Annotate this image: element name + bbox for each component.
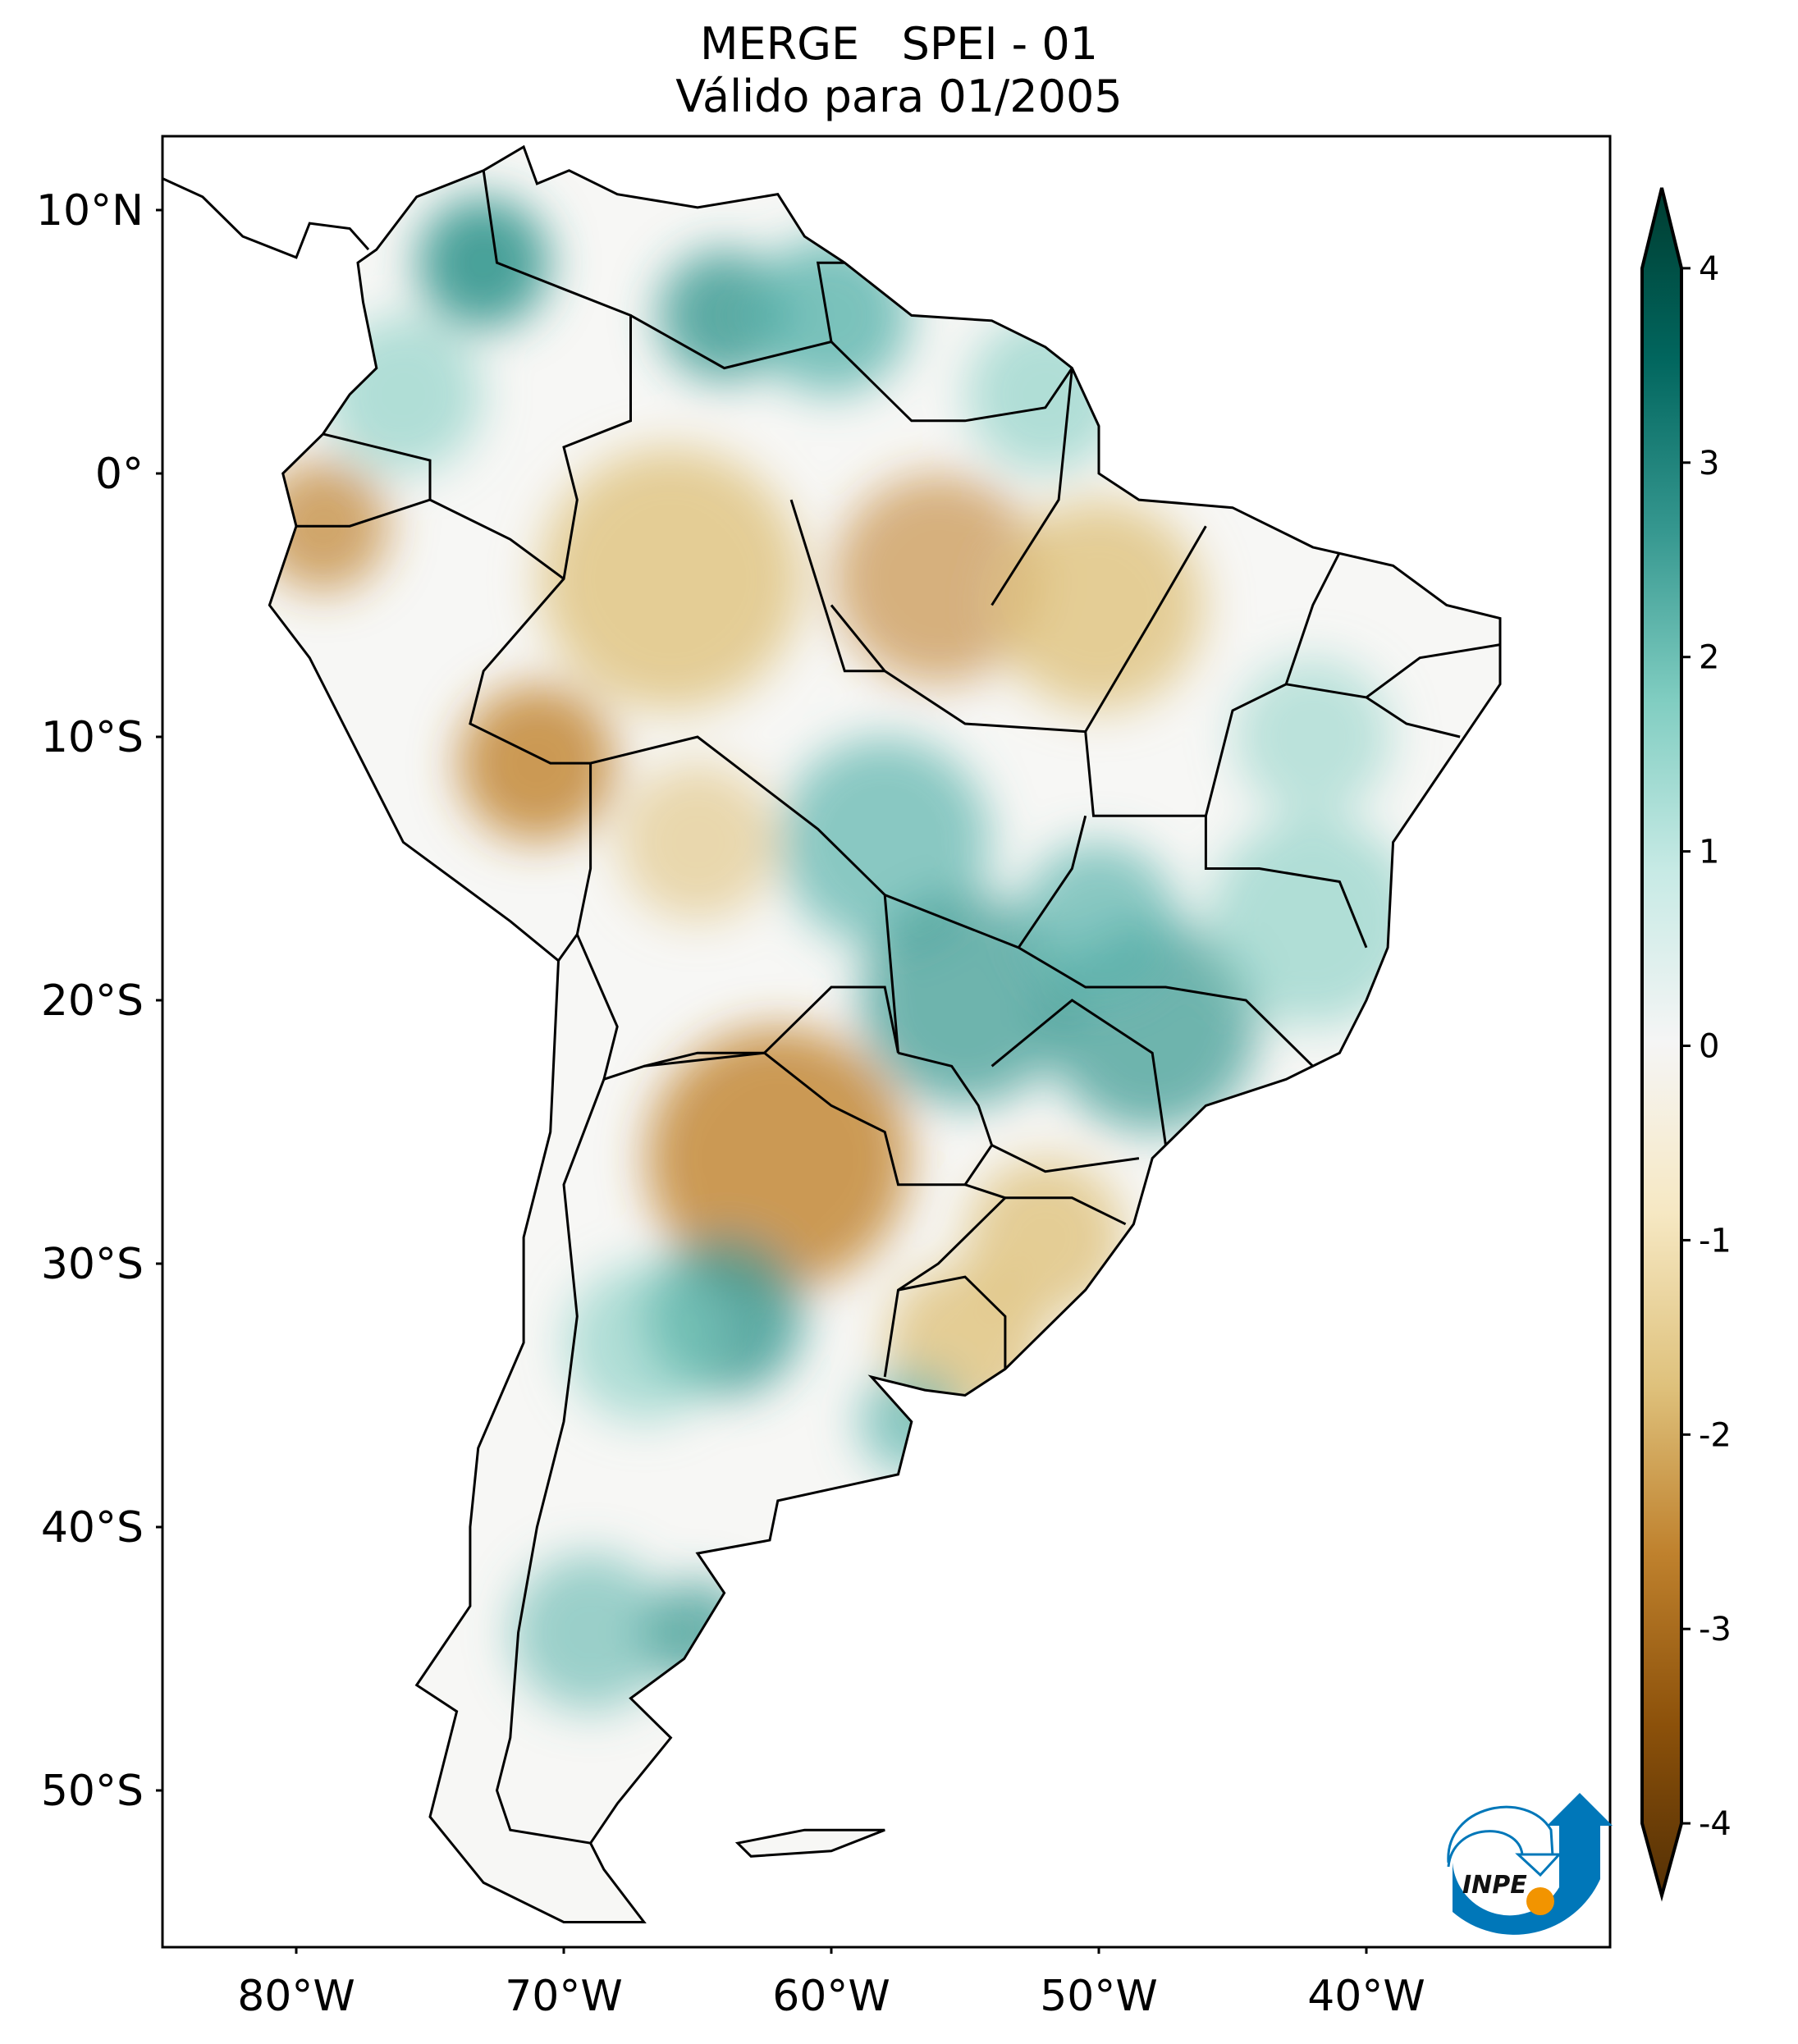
lat-tick-label: 20°S [41,976,144,1026]
border-line [495,1078,606,1845]
border-line [469,170,899,1054]
lon-tick-label: 70°W [505,1972,623,2021]
border-line [643,1051,765,1068]
lon-tick-label: 40°W [1307,1972,1425,2021]
colorbar-tick-label: 3 [1699,445,1719,482]
colorbar-bar [1640,187,1683,1902]
border-line [883,1183,1008,1378]
border-line [991,368,1073,606]
spei-anomaly-blob [780,737,991,948]
spei-anomaly-blob [833,473,1044,684]
lon-tick-label: 80°W [237,1972,355,2021]
logo-arrow [1453,1793,1613,1935]
border-line [830,525,1207,734]
coastline [268,144,1502,1923]
border-line [162,177,370,259]
spei-anomaly-blob [645,1580,750,1685]
spei-anomaly-blob [1207,816,1418,1027]
lat-tick-label: 10°N [36,186,144,235]
border-line [1366,643,1501,699]
lon-tick-label: 50°W [1040,1972,1158,2021]
border-line [1004,1196,1127,1226]
border-line [557,763,592,962]
lat-tick-label: 40°S [41,1503,144,1552]
axis-ticks: 10°N 0° 10°S 20°S 30°S 40°S 50°S 80°W 70°W 60°W 50… [36,186,1425,2021]
lat-tick-label: 0° [95,450,144,499]
spei-anomaly-blob [511,1553,670,1712]
spei-anomaly-blob [324,315,483,473]
border-line [296,432,432,528]
spei-anomaly-blob [994,500,1204,711]
spei-anomaly-blob [1233,658,1392,816]
border-line [991,1144,1140,1173]
colorbar-tick-label: 0 [1699,1028,1719,1066]
colorbar-tick-label: 1 [1699,834,1719,871]
colorbar-tick-label: -2 [1699,1416,1732,1454]
spei-anomaly-blob [565,1264,723,1422]
colorbar-tick-label: -3 [1699,1611,1732,1648]
title-line-1: MERGE SPEI - 01 [699,18,1099,70]
border-line [429,498,565,580]
colorbar-tick-label: -4 [1699,1805,1732,1843]
border-line [830,341,1073,423]
title-line-2: Válido para 01/2005 [675,71,1123,122]
inpe-logo: INPE [1447,1793,1613,1935]
map-title: MERGE SPEI - 01 Válido para 01/2005 [0,18,1798,123]
spei-anomaly-blob [619,763,776,921]
border-line [1084,731,1368,949]
border-line [1017,815,1087,949]
logo-text: INPE [1462,1871,1527,1900]
spei-anomaly-blob [539,447,803,711]
lat-tick-label: 30°S [41,1240,144,1289]
colorbar-tick-label: 2 [1699,639,1719,677]
colorbar-ticks: 4 3 2 1 0 -1 -2 -3 -4 [1681,250,1732,1843]
colorbar-tick-label: -1 [1699,1222,1732,1260]
map-frame [161,135,1612,1949]
spei-anomaly-blob [1020,842,1178,1000]
spei-anomaly-blob [966,315,1124,473]
border-line [898,1275,1007,1370]
spei-anomaly-blob [458,684,616,843]
land-area [269,147,1500,1923]
lat-tick-label: 10°S [41,713,144,762]
border-line [884,894,1314,1068]
falkland-islands [734,1828,885,1858]
lat-tick-label: 50°S [41,1767,144,1816]
logo-dot [1526,1887,1554,1915]
border-line [991,999,1167,1145]
lon-tick-label: 60°W [772,1972,890,2021]
spei-anomaly-blob [753,236,910,395]
border-line [789,499,885,673]
borders [162,144,1502,1923]
border-line [575,934,899,1081]
spei-anomaly-blob [646,1027,909,1290]
colorbar-tick-label: 4 [1699,250,1719,288]
spei-anomaly-blob [418,197,550,329]
border-line [1285,683,1461,738]
colorbar: 4 3 2 1 0 -1 -2 -3 -4 [1640,187,1732,1902]
